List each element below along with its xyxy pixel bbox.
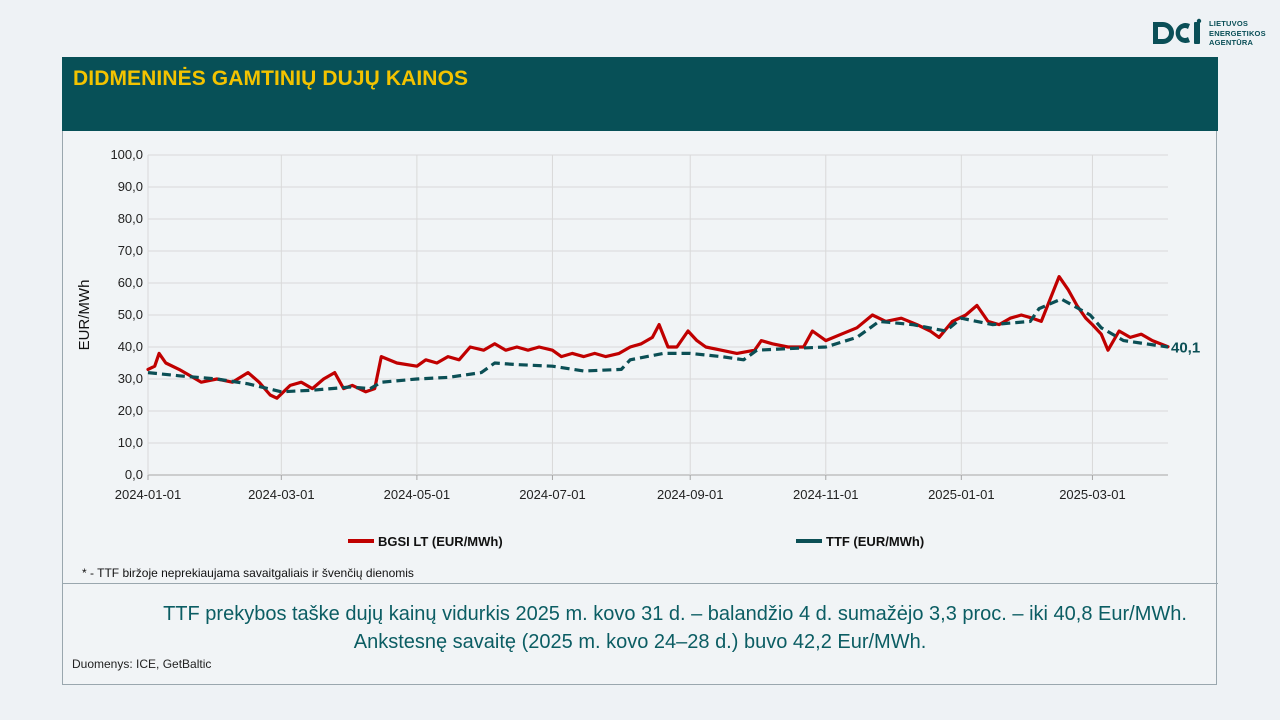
data-source: Duomenys: ICE, GetBaltic [72, 657, 212, 671]
logo-mark-icon [1153, 18, 1202, 44]
y-axis-title: EUR/MWh [76, 280, 93, 351]
legend-label: TTF (EUR/MWh) [826, 534, 924, 549]
content-panel [62, 131, 1217, 685]
x-tick-label: 2025-03-01 [1059, 487, 1126, 502]
y-tick-label: 30,0 [118, 371, 143, 386]
summary-text: TTF prekybos taške dujų kainų vidurkis 2… [62, 600, 1218, 656]
summary-line-1: TTF prekybos taške dujų kainų vidurkis 2… [163, 603, 1187, 625]
y-tick-label: 100,0 [110, 147, 143, 162]
x-tick-label: 2024-11-01 [793, 487, 859, 502]
x-tick-label: 2025-01-01 [928, 487, 995, 502]
y-tick-label: 20,0 [118, 403, 143, 418]
y-tick-label: 60,0 [118, 275, 143, 290]
x-tick-label: 2024-07-01 [519, 487, 586, 502]
series-line-2 [147, 297, 1169, 394]
x-tick-label: 2024-03-01 [248, 487, 315, 502]
footnote: * - TTF biržoje neprekiaujama savaitgali… [82, 566, 414, 580]
y-tick-label: 40,0 [118, 339, 143, 354]
end-value-label: 40,1 [1171, 340, 1200, 357]
agency-logo: LIETUVOS ENERGETIKOS AGENTŪRA [1150, 14, 1270, 54]
y-tick-label: 50,0 [118, 307, 143, 322]
page-title: DIDMENINĖS GAMTINIŲ DUJŲ KAINOS [73, 67, 469, 90]
series-line-1 [146, 275, 1170, 400]
y-tick-label: 80,0 [118, 211, 143, 226]
panel-divider [62, 583, 1218, 584]
price-line-chart: 0,0 10,0 20,0 30,0 40,0 50,0 60,0 70,0 80,0 90,0 1… [76, 147, 1200, 549]
y-tick-label: 90,0 [118, 179, 143, 194]
logo-line: AGENTŪRA [1209, 38, 1254, 47]
x-tick-label: 2024-01-01 [115, 487, 182, 502]
header-banner: DIDMENINĖS GAMTINIŲ DUJŲ KAINOS [62, 57, 1218, 131]
y-tick-label: 10,0 [118, 435, 143, 450]
x-tick-label: 2024-05-01 [384, 487, 451, 502]
y-tick-label: 70,0 [118, 243, 143, 258]
legend-label: BGSI LT (EUR/MWh) [378, 534, 503, 549]
summary-line-2: Ankstesnę savaitę (2025 m. kovo 24–28 d.… [353, 631, 927, 653]
x-tick-label: 2024-09-01 [657, 487, 724, 502]
logo-line: ENERGETIKOS [1209, 28, 1266, 38]
y-tick-label: 0,0 [125, 467, 143, 482]
logo-line: LIETUVOS [1209, 19, 1249, 28]
logo-text: LIETUVOS ENERGETIKOS AGENTŪRA [1209, 19, 1266, 48]
